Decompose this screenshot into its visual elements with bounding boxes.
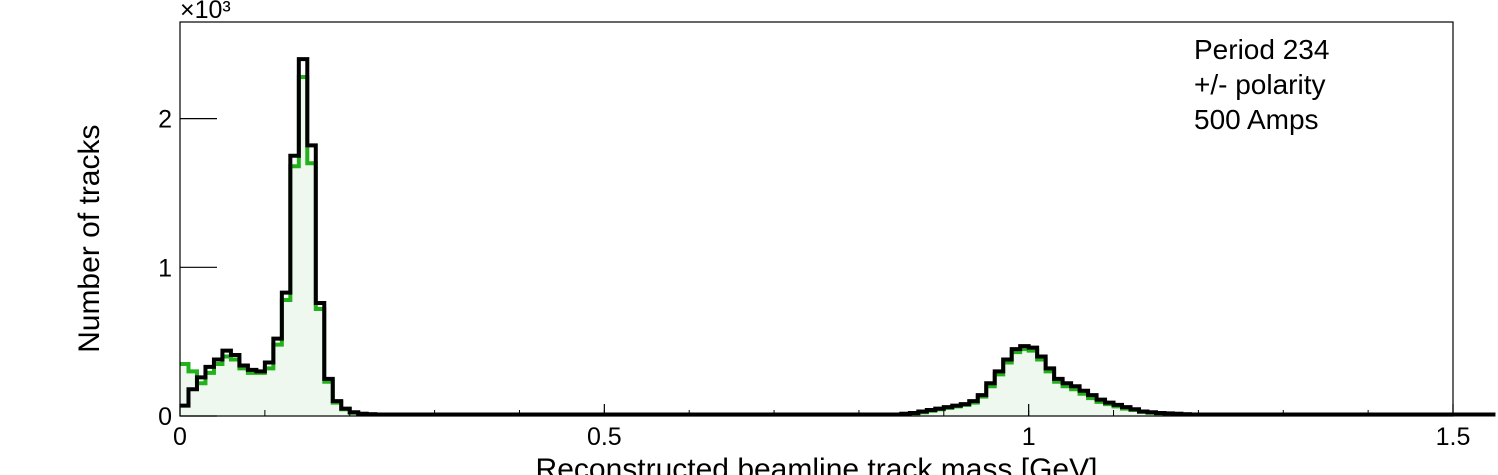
x-tick-label: 0 <box>173 423 187 451</box>
series-layer <box>180 57 1496 417</box>
annotation-box: Period 234 +/- polarity 500 Amps <box>1194 34 1329 135</box>
y-multiplier-label: ×10³ <box>180 0 231 24</box>
annotation-polarity: +/- polarity <box>1194 69 1326 100</box>
tick-layer: 0 0.5 1 1.5 0 1 2 <box>158 106 1470 451</box>
green-series-fill <box>180 77 1496 416</box>
x-tick-label: 1.5 <box>1436 423 1471 451</box>
x-tick-label: 0.5 <box>587 423 622 451</box>
y-axis-title: Number of tracks <box>73 124 106 352</box>
x-axis-title: Reconstructed beamline track mass [GeV] <box>536 453 1098 475</box>
y-tick-label: 2 <box>158 106 172 134</box>
x-tick-label: 1 <box>1022 423 1036 451</box>
annotation-current: 500 Amps <box>1194 104 1319 135</box>
annotation-period: Period 234 <box>1194 34 1329 65</box>
y-tick-label: 0 <box>158 403 172 431</box>
y-tick-label: 1 <box>158 254 172 282</box>
black-series-line <box>180 57 1496 417</box>
plot-frame <box>179 21 1454 417</box>
